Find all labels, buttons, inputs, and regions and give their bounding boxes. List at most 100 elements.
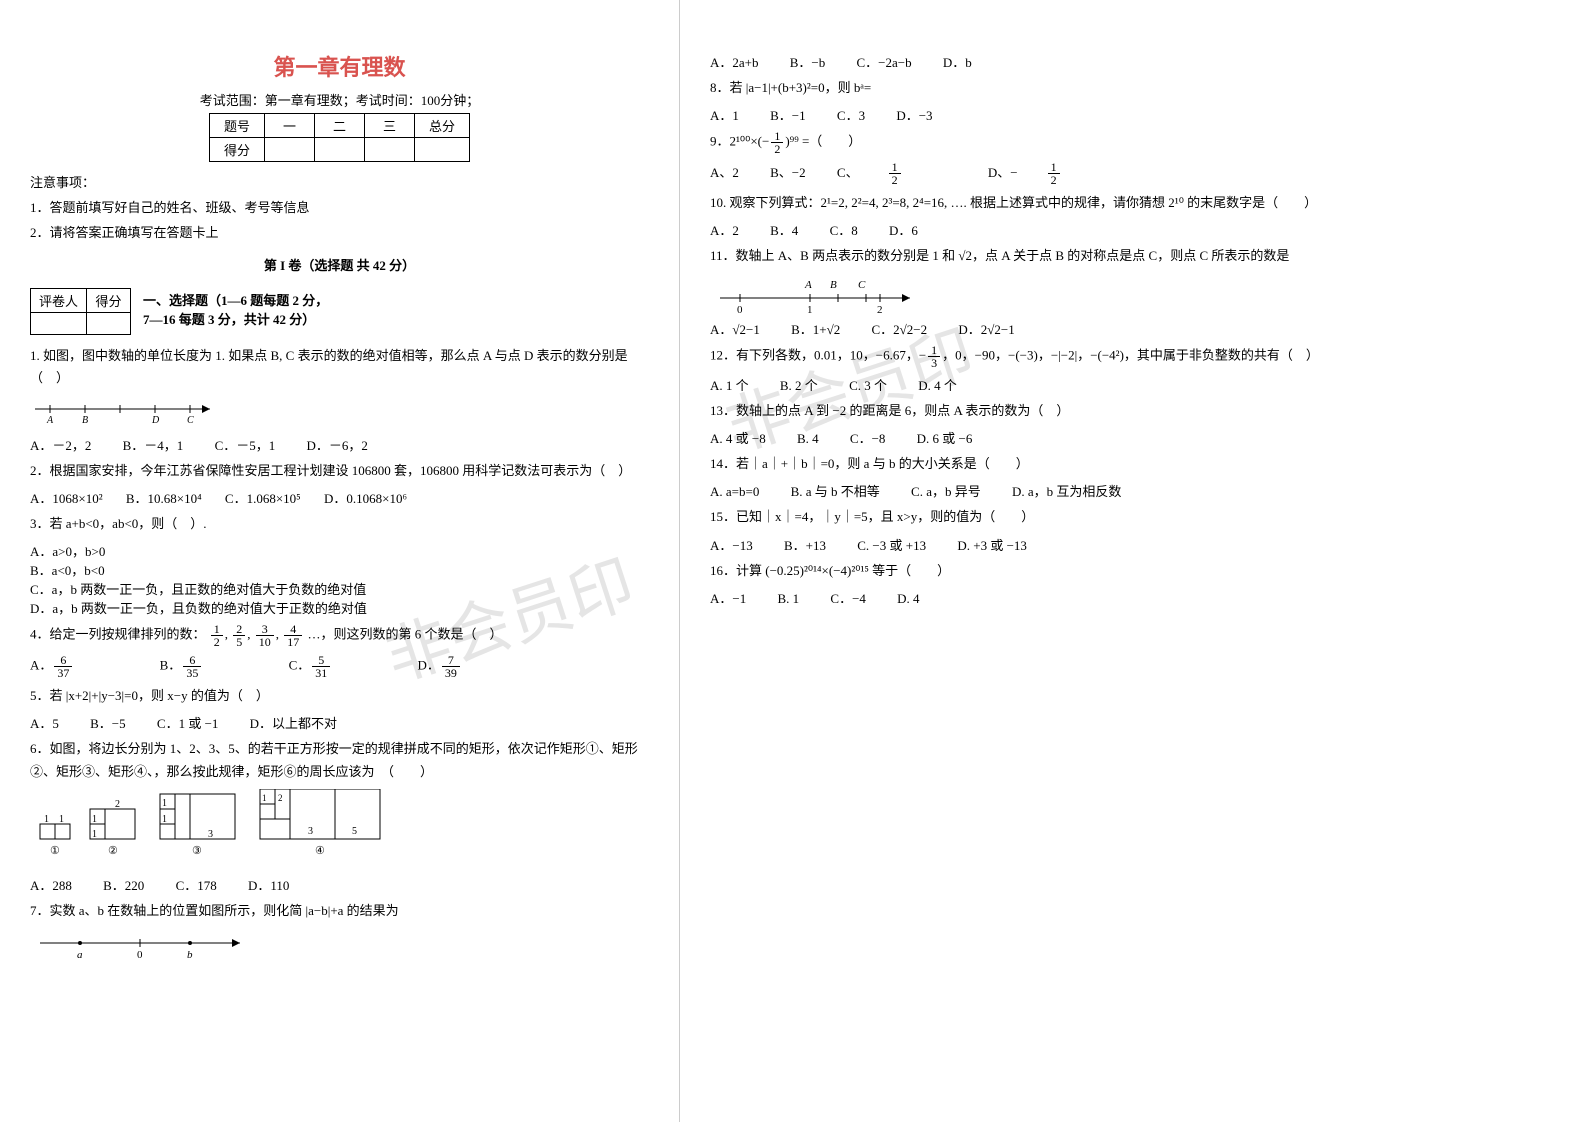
svg-text:C: C — [858, 279, 866, 291]
question-3: 3．若 a+b<0，ab<0，则（ ）. — [30, 513, 649, 535]
opt-b: B．－4，1 — [123, 435, 184, 454]
opt-d: D. 4 个 — [918, 375, 957, 394]
svg-text:1: 1 — [807, 304, 813, 313]
question-4: 4．给定一列按规律排列的数： 12, 25, 310, 417 …，则这列数的第… — [30, 623, 649, 648]
svg-text:2: 2 — [115, 799, 120, 810]
opt-c: C. −3 或 +13 — [857, 535, 926, 554]
question-16: 16．计算 (−0.25)²⁰¹⁴×(−4)²⁰¹⁵ 等于（ ） — [710, 560, 1557, 582]
opt-d: D．以上都不对 — [250, 713, 337, 732]
opt-d: D．－6，2 — [306, 435, 367, 454]
th-2: 二 — [315, 114, 365, 138]
svg-text:2: 2 — [877, 304, 883, 313]
q6-figure: 1 1 ① 1 1 2 ② 1 1 3 ③ 1 2 3 — [30, 789, 410, 869]
cell — [315, 138, 365, 162]
opt-d: D. +3 或 −13 — [957, 535, 1027, 554]
notice-1: 1．答题前填写好自己的姓名、班级、考号等信息 — [30, 197, 649, 216]
opt-c: C．－5，1 — [215, 435, 276, 454]
q4-options: A．637 B．635 C．531 D．739 — [30, 654, 649, 679]
q3-opt-d: D．a，b 两数一正一负，且负数的绝对值大于正数的绝对值 — [30, 598, 649, 617]
svg-text:a: a — [77, 949, 83, 961]
opt-b: B. 1 — [777, 591, 799, 607]
q10-options: A．2 B．4 C．8 D．6 — [710, 220, 1557, 239]
svg-text:b: b — [187, 949, 193, 961]
svg-text:2: 2 — [278, 793, 283, 803]
q9-options: A、2 B、−2 C、12 D、−12 — [710, 161, 1557, 186]
q8-options: A．1 B．−1 C．3 D．−3 — [710, 105, 1557, 124]
opt-b: B．−5 — [90, 713, 126, 732]
opt-c: C、12 — [837, 161, 957, 186]
q11-options: A．√2−1 B．1+√2 C．2√2−2 D．2√2−1 — [710, 319, 1557, 338]
opt-c: C．8 — [830, 220, 858, 239]
opt-d: D．−3 — [896, 105, 932, 124]
opt-b: B、−2 — [770, 162, 806, 181]
row-label: 得分 — [209, 138, 264, 162]
opt-b: B. 2 个 — [780, 375, 818, 394]
question-1: 1. 如图，图中数轴的单位长度为 1. 如果点 B, C 表示的数的绝对值相等，… — [30, 345, 649, 389]
opt-d: D．2√2−1 — [958, 319, 1014, 338]
opt-a: A．√2−1 — [710, 319, 760, 338]
svg-text:3: 3 — [308, 826, 313, 837]
question-2: 2．根据国家安排，今年江苏省保障性安居工程计划建设 106800 套，10680… — [30, 460, 649, 482]
part1-header: 第 I 卷（选择题 共 42 分） — [30, 255, 649, 274]
opt-c: C．−2a−b — [857, 52, 912, 71]
section1-title: 一、选择题（1—6 题每题 2 分， 7—16 每题 3 分，共计 42 分） — [143, 288, 328, 328]
opt-d: D．b — [943, 52, 972, 71]
opt-a: A. a=b=0 — [710, 484, 759, 500]
q6-options: A．288 B．220 C．178 D．110 — [30, 875, 649, 894]
notice-header: 注意事项： — [30, 172, 649, 191]
opt-a: A. 1 个 — [710, 375, 749, 394]
question-10: 10. 观察下列算式：2¹=2, 2²=4, 2³=8, 2⁴=16, …. 根… — [710, 192, 1557, 214]
opt-c: C．1.068×10⁵ — [225, 488, 301, 507]
svg-text:A: A — [46, 415, 54, 425]
svg-text:①: ① — [50, 845, 60, 857]
question-12: 12．有下列各数，0.01，10，−6.67，−13，0，−90，−(−3)，−… — [710, 344, 1557, 369]
q14-options: A. a=b=0 B. a 与 b 不相等 C. a，b 异号 D. a，b 互… — [710, 481, 1557, 500]
opt-c: C．3 — [837, 105, 865, 124]
q11-figure: 0 1 A B C 2 — [710, 273, 930, 313]
cell — [87, 313, 131, 335]
svg-text:C: C — [187, 415, 194, 425]
svg-text:A: A — [804, 279, 812, 291]
q2-options: A．1068×10² B．10.68×10⁴ C．1.068×10⁵ D．0.1… — [30, 488, 649, 507]
opt-d: D．110 — [248, 875, 289, 894]
grader-label: 评卷人 — [31, 289, 87, 313]
opt-a: A．1 — [710, 105, 739, 124]
svg-text:D: D — [151, 415, 160, 425]
question-6: 6．如图，将边长分别为 1、2、3、5、的若干正方形按一定的规律拼成不同的矩形，… — [30, 738, 649, 782]
q7-figure: a 0 b — [30, 928, 270, 968]
svg-text:5: 5 — [352, 826, 357, 837]
svg-text:③: ③ — [192, 845, 202, 857]
q4-post: …，则这列数的第 6 个数是（ ） — [308, 627, 503, 642]
svg-text:④: ④ — [315, 845, 325, 857]
opt-a: A．−13 — [710, 535, 753, 554]
question-13: 13．数轴上的点 A 到 −2 的距离是 6，则点 A 表示的数为（ ） — [710, 400, 1557, 422]
q3-opt-c: C．a，b 两数一正一负，且正数的绝对值大于负数的绝对值 — [30, 579, 649, 598]
th-1: 一 — [265, 114, 315, 138]
q7-options: A．2a+b B．−b C．−2a−b D．b — [710, 52, 1557, 71]
svg-text:0: 0 — [737, 304, 743, 313]
question-14: 14．若｜a｜+｜b｜=0，则 a 与 b 的大小关系是（ ） — [710, 453, 1557, 475]
cell — [31, 313, 87, 335]
exam-scope: 考试范围：第一章有理数；考试时间：100分钟； — [30, 90, 649, 109]
section1-title-a: 一、选择题（1—6 题每题 2 分， — [143, 290, 328, 309]
grader-table: 评卷人 得分 — [30, 288, 131, 335]
opt-b: B．220 — [103, 875, 144, 894]
opt-c: C．−8 — [850, 428, 886, 447]
q3-opt-b: B．a<0，b<0 — [30, 560, 649, 579]
opt-a: A．1068×10² — [30, 488, 103, 507]
q3-opt-a: A．a>0，b>0 — [30, 541, 649, 560]
svg-text:1: 1 — [262, 793, 267, 803]
opt-d: D. 4 — [897, 591, 919, 607]
opt-d: D．0.1068×10⁶ — [324, 488, 407, 507]
opt-a: A．2 — [710, 220, 739, 239]
svg-text:1: 1 — [162, 814, 167, 825]
opt-c: C．−4 — [830, 588, 866, 607]
q4-pre: 4．给定一列按规律排列的数： — [30, 627, 206, 642]
question-7: 7．实数 a、b 在数轴上的位置如图所示，则化简 |a−b|+a 的结果为 — [30, 900, 649, 922]
svg-text:3: 3 — [208, 829, 213, 840]
q5-options: A．5 B．−5 C．1 或 −1 D．以上都不对 — [30, 713, 649, 732]
opt-b: B．10.68×10⁴ — [126, 488, 202, 507]
opt-a: A．288 — [30, 875, 72, 894]
opt-d: D. a，b 互为相反数 — [1012, 481, 1121, 500]
th-label: 题号 — [209, 114, 264, 138]
